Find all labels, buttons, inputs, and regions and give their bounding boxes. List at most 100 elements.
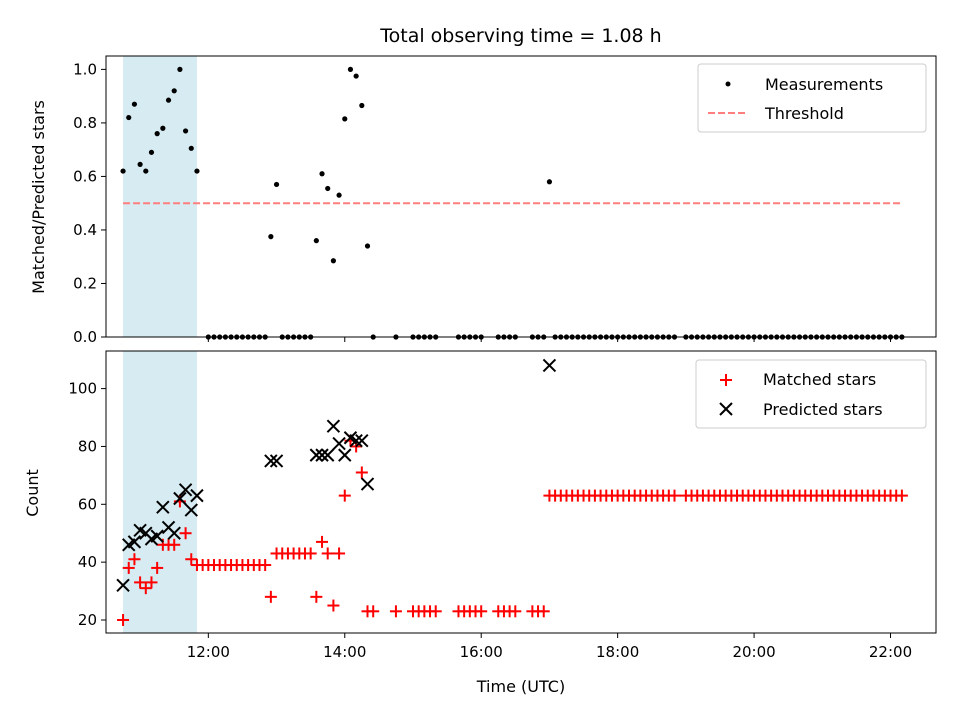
y-tick-label: 20 <box>78 611 97 629</box>
predicted-stars-point <box>338 448 352 462</box>
measurement-point <box>131 101 138 107</box>
measurement-point <box>347 66 354 72</box>
x-tick-label: 14:00 <box>323 643 366 661</box>
predicted-stars-point <box>542 358 557 373</box>
predicted-stars-point <box>332 436 346 451</box>
predicted-stars-point <box>184 503 198 517</box>
y-tick-label: 80 <box>78 437 97 455</box>
matched-stars-point <box>509 605 522 618</box>
predicted-stars-point <box>309 448 324 462</box>
legend-marker-measurements <box>725 81 731 87</box>
legend-label-predicted: Predicted stars <box>763 400 883 419</box>
y-tick-label: 1.0 <box>73 60 97 78</box>
y-tick-label: 40 <box>78 553 97 571</box>
matched-stars-point <box>895 489 908 502</box>
legend-marker-predicted <box>719 402 733 416</box>
matched-stars-point <box>168 538 181 551</box>
predicted-stars-point <box>116 578 130 592</box>
measurement-point <box>148 149 155 155</box>
bottom-legend-box <box>695 359 927 429</box>
matched-stars-point <box>475 605 488 618</box>
x-tick-label: 22:00 <box>869 643 912 661</box>
measurement-point <box>364 243 371 249</box>
bottom-panel: 20 40 60 80 100 12:00 14:00 16:00 18:00 20:00 22:0… <box>23 350 937 696</box>
legend-label-threshold: Threshold <box>764 104 844 123</box>
x-tick-label: 16:00 <box>460 643 503 661</box>
measurement-point <box>154 131 160 137</box>
predicted-stars-point <box>150 529 164 543</box>
matched-stars-point <box>264 590 277 603</box>
measurement-point <box>137 161 143 167</box>
predicted-stars-point <box>190 488 204 503</box>
x-tick-label: 12:00 <box>187 643 230 661</box>
measurement-point <box>182 128 189 134</box>
predicted-stars-point <box>326 419 341 433</box>
measurement-point <box>126 114 132 121</box>
matched-stars-point <box>117 613 130 626</box>
y-tick-label: 0.6 <box>73 167 97 185</box>
matched-stars-point <box>316 535 329 548</box>
matched-stars-point <box>304 547 317 560</box>
matched-stars-point <box>338 489 351 502</box>
measurement-point <box>546 179 553 185</box>
predicted-stars-point <box>321 448 335 462</box>
bottom-legend: Matched stars Predicted stars <box>695 359 927 429</box>
matched-stars-point <box>389 605 402 618</box>
matched-stars-point <box>355 466 368 479</box>
predicted-stars-point <box>178 483 193 497</box>
measurement-point <box>342 116 348 122</box>
legend-marker-matched <box>720 374 732 386</box>
highlight-span-bottom <box>123 351 197 633</box>
bottom-axes-frame <box>105 350 937 634</box>
predicted-stars-point <box>269 454 284 468</box>
y-tick-label: 0.4 <box>73 221 97 239</box>
predicted-stars-point <box>127 535 142 549</box>
measurement-point <box>188 145 194 151</box>
predicted-stars-point <box>156 500 170 514</box>
measurement-point <box>171 88 177 94</box>
matched-stars-point <box>134 576 147 589</box>
y-tick-label: 0.8 <box>73 114 97 132</box>
matched-stars-point <box>327 599 340 612</box>
matched-stars-point <box>259 559 272 572</box>
measurement-point <box>319 171 325 177</box>
y-tick-label: 0.2 <box>73 274 97 292</box>
legend-label-matched: Matched stars <box>763 370 876 389</box>
legend-label-measurements: Measurements <box>765 75 883 94</box>
matched-stars-point <box>128 553 141 566</box>
x-tick-label: 20:00 <box>732 643 775 661</box>
measurement-point <box>194 168 200 174</box>
measurement-point <box>177 66 183 72</box>
measurement-point <box>336 192 342 198</box>
highlight-span-top <box>123 56 197 337</box>
measurement-point <box>359 102 365 109</box>
matched-stars-point <box>145 576 158 589</box>
matched-stars-point <box>122 561 135 574</box>
predicted-stars-point <box>173 491 187 506</box>
measurement-point <box>313 238 319 244</box>
measurement-point <box>165 97 172 103</box>
predicted-stars-point <box>167 526 181 540</box>
predicted-stars-point <box>355 433 369 448</box>
chart-title: Total observing time = 1.08 h <box>379 25 661 47</box>
y-tick-label: 0.0 <box>73 328 97 346</box>
top-y-axis-label: Matched/Predicted stars <box>29 100 48 294</box>
measurement-point <box>120 168 126 174</box>
matched-stars-point <box>151 561 164 574</box>
measurement-point <box>325 185 331 192</box>
matched-stars-point <box>429 605 442 618</box>
matched-stars-point <box>179 527 192 540</box>
matched-stars-point <box>367 605 380 618</box>
measurement-point <box>268 234 274 240</box>
predicted-stars-point <box>360 477 375 491</box>
matched-stars-point <box>310 590 323 603</box>
matched-stars-point <box>185 553 198 566</box>
y-tick-label: 100 <box>68 380 97 398</box>
matched-stars-point <box>668 489 681 502</box>
measurement-point <box>353 73 359 79</box>
predicted-stars-point <box>315 448 329 462</box>
x-axis-label: Time (UTC) <box>476 677 565 696</box>
measurement-point <box>330 258 336 264</box>
top-legend: Measurements Threshold <box>697 63 927 133</box>
